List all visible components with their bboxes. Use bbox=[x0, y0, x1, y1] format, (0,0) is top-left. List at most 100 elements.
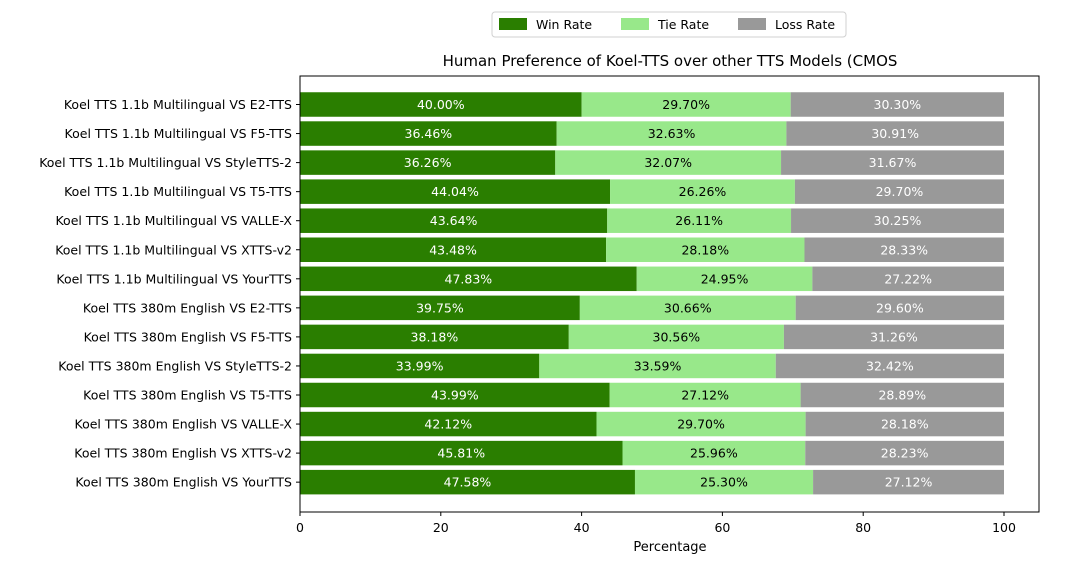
data-label: 29.70% bbox=[662, 97, 710, 112]
data-label: 47.58% bbox=[444, 475, 492, 490]
bar-win-rate bbox=[300, 295, 580, 321]
bar-tie-rate bbox=[556, 121, 787, 146]
bar-tie-rate bbox=[579, 295, 796, 321]
legend: Win Rate Tie Rate Loss Rate bbox=[491, 11, 847, 38]
y-tick-label: Koel TTS 380m English VS F5-TTS bbox=[84, 329, 292, 344]
data-label: 28.89% bbox=[878, 388, 926, 403]
data-label: 43.64% bbox=[430, 213, 478, 228]
y-tick-label: Koel TTS 380m English VS E2-TTS bbox=[83, 300, 292, 315]
bar-tie-rate bbox=[609, 382, 801, 408]
legend-swatch-tie-rate bbox=[621, 18, 649, 30]
data-label: 32.07% bbox=[644, 155, 692, 170]
bar-tie-rate bbox=[606, 237, 805, 262]
bar-win-rate bbox=[300, 353, 540, 379]
y-tick-label: Koel TTS 1.1b Multilingual VS StyleTTS-2 bbox=[39, 155, 292, 170]
y-tick-label: Koel TTS 1.1b Multilingual VS VALLE-X bbox=[55, 213, 292, 228]
bar-loss-rate bbox=[791, 208, 1004, 233]
data-label: 25.96% bbox=[690, 446, 738, 461]
y-tick-label: Koel TTS 380m English VS XTTS-v2 bbox=[74, 446, 292, 461]
y-tick-label: Koel TTS 380m English VS YourTTS bbox=[75, 475, 292, 490]
data-label: 31.67% bbox=[869, 155, 917, 170]
bars: 40.00% 29.70% 30.30% 36.46% 32.63% 30.91% 36.2… bbox=[300, 92, 1005, 495]
data-label: 44.04% bbox=[431, 184, 479, 199]
bar-tie-rate bbox=[636, 266, 813, 292]
legend-swatch-win-rate bbox=[499, 18, 527, 30]
y-tick-label: Koel TTS 1.1b Multilingual VS YourTTS bbox=[56, 271, 292, 286]
data-label: 32.42% bbox=[866, 358, 914, 373]
axes: Koel TTS 1.1b Multilingual VS E2-TTS Koel… bbox=[39, 75, 1040, 535]
x-tick-label: 60 bbox=[714, 520, 730, 535]
data-label: 27.12% bbox=[885, 475, 933, 490]
bar-win-rate bbox=[300, 92, 582, 117]
bar-win-rate bbox=[300, 266, 637, 292]
y-tick-label: Koel TTS 1.1b Multilingual VS E2-TTS bbox=[64, 97, 292, 112]
bar-win-rate bbox=[300, 237, 607, 262]
x-tick-label: 0 bbox=[296, 520, 304, 535]
bar-tie-rate bbox=[596, 411, 806, 437]
bar-loss-rate bbox=[775, 353, 1004, 379]
bar-loss-rate bbox=[804, 237, 1004, 262]
data-label: 33.59% bbox=[634, 358, 682, 373]
data-label: 33.99% bbox=[396, 358, 444, 373]
data-label: 26.11% bbox=[675, 213, 723, 228]
data-label: 45.81% bbox=[437, 446, 485, 461]
data-label: 40.00% bbox=[417, 97, 465, 112]
bar-loss-rate bbox=[800, 382, 1004, 408]
bar-loss-rate bbox=[786, 121, 1004, 146]
bar-tie-rate bbox=[555, 150, 782, 175]
data-label: 30.66% bbox=[664, 300, 712, 315]
data-label: 36.26% bbox=[404, 155, 452, 170]
bar-loss-rate bbox=[813, 469, 1004, 495]
y-tick-label: Koel TTS 380m English VS StyleTTS-2 bbox=[58, 358, 292, 373]
x-tick-label: 80 bbox=[855, 520, 871, 535]
data-label: 36.46% bbox=[405, 126, 453, 141]
bar-win-rate bbox=[300, 179, 611, 204]
data-label: 24.95% bbox=[701, 271, 749, 286]
data-label: 30.91% bbox=[871, 126, 919, 141]
bar-loss-rate bbox=[805, 440, 1004, 466]
data-label: 28.18% bbox=[681, 242, 729, 257]
bar-tie-rate bbox=[607, 208, 792, 233]
data-label: 29.70% bbox=[876, 184, 924, 199]
y-tick-label: Koel TTS 1.1b Multilingual VS F5-TTS bbox=[65, 126, 293, 141]
bar-loss-rate bbox=[805, 411, 1004, 437]
legend-swatch-loss-rate bbox=[738, 18, 766, 30]
bar-loss-rate bbox=[795, 295, 1005, 321]
data-label: 30.56% bbox=[653, 329, 701, 344]
x-tick-label: 20 bbox=[433, 520, 449, 535]
data-label: 28.33% bbox=[880, 242, 928, 257]
bar-win-rate bbox=[300, 150, 556, 175]
data-label: 29.60% bbox=[876, 300, 924, 315]
data-label: 43.99% bbox=[431, 388, 479, 403]
bar-win-rate bbox=[300, 208, 608, 233]
data-label: 29.70% bbox=[677, 417, 725, 432]
chart-title: Human Preference of Koel-TTS over other … bbox=[443, 52, 898, 70]
data-label: 25.30% bbox=[700, 475, 748, 490]
data-label: 42.12% bbox=[424, 417, 472, 432]
bar-tie-rate bbox=[539, 353, 776, 379]
data-label: 39.75% bbox=[416, 300, 464, 315]
y-tick-label: Koel TTS 380m English VS T5-TTS bbox=[83, 388, 292, 403]
bar-tie-rate bbox=[568, 324, 784, 350]
data-label: 27.22% bbox=[884, 271, 932, 286]
data-label: 28.23% bbox=[881, 446, 929, 461]
y-tick-label: Koel TTS 380m English VS VALLE-X bbox=[75, 417, 293, 432]
bar-loss-rate bbox=[790, 92, 1004, 117]
plot-frame bbox=[299, 75, 1040, 513]
bar-loss-rate bbox=[812, 266, 1004, 292]
bar-tie-rate bbox=[634, 469, 814, 495]
bar-win-rate bbox=[300, 382, 610, 408]
data-label: 38.18% bbox=[411, 329, 459, 344]
bar-win-rate bbox=[300, 324, 569, 350]
bar-win-rate bbox=[300, 440, 623, 466]
bar-tie-rate bbox=[581, 92, 791, 117]
data-label: 43.48% bbox=[429, 242, 477, 257]
legend-label: Loss Rate bbox=[775, 17, 835, 32]
data-label: 32.63% bbox=[648, 126, 696, 141]
bar-win-rate bbox=[300, 121, 557, 146]
data-label: 30.25% bbox=[874, 213, 922, 228]
data-label: 31.26% bbox=[870, 329, 918, 344]
bar-tie-rate bbox=[622, 440, 806, 466]
data-label: 30.30% bbox=[874, 97, 922, 112]
data-label: 26.26% bbox=[679, 184, 727, 199]
